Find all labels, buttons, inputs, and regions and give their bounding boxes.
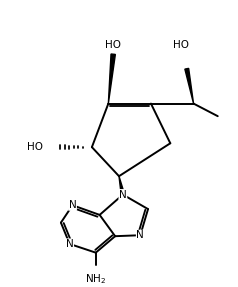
Text: HO: HO <box>105 40 121 50</box>
Polygon shape <box>185 68 193 104</box>
Text: N: N <box>66 239 74 249</box>
Text: HO: HO <box>173 40 189 50</box>
Text: N: N <box>69 200 76 210</box>
Text: HO: HO <box>26 142 43 152</box>
Text: N: N <box>136 230 144 240</box>
Text: N: N <box>119 190 127 199</box>
Polygon shape <box>108 54 115 104</box>
Polygon shape <box>119 176 124 195</box>
Text: NH$_2$: NH$_2$ <box>85 272 106 286</box>
